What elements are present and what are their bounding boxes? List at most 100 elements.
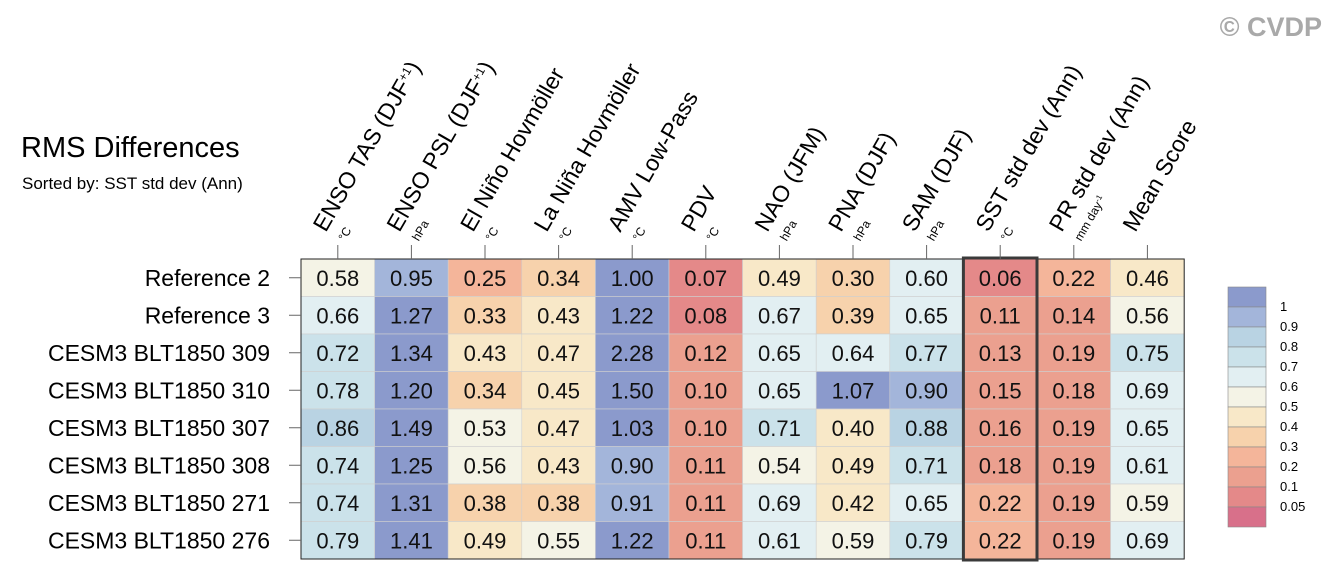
colorbar-level-label: 0.5 [1280,399,1298,414]
cell-value-label: 0.65 [1126,416,1169,441]
cell-value-label: 0.11 [685,528,726,553]
column-unit-label: hPa [851,217,874,243]
cell-value-label: 0.49 [832,453,875,478]
heatmap-cell [742,296,817,335]
cell-value-label: 0.72 [316,341,359,366]
heatmap-cell [668,521,743,560]
heatmap-cell [889,371,964,410]
heatmap-cell [521,296,596,335]
column-label: PDV [676,181,722,236]
cell-value-label: 0.18 [1052,378,1095,403]
cell-value-label: 0.95 [390,266,433,291]
cell-value-label: 1.31 [390,491,433,516]
cell-value-label: 1.41 [390,528,433,553]
cell-value-label: 0.06 [979,266,1022,291]
cell-value-label: 0.79 [905,528,948,553]
cell-value-label: 0.45 [537,378,580,403]
column-unit-label: °C [998,224,1017,243]
cell-value-label: 0.61 [758,528,801,553]
colorbar-level-label: 0.8 [1280,339,1298,354]
heatmap-cell [815,521,891,560]
heatmap-cell [374,483,449,522]
heatmap-cell [447,333,523,372]
heatmap-cell [963,483,1038,522]
cell-value-label: 0.25 [464,266,507,291]
cell-value-label: 0.90 [611,453,654,478]
cell-value-label: 0.65 [905,491,948,516]
colorbar-level-label: 1 [1280,299,1287,314]
column-label-group: Mean Score [1117,115,1202,235]
cell-value-label: 0.65 [758,378,801,403]
cell-value-label: 0.22 [979,528,1022,553]
heatmap-cell [374,296,449,335]
cell-value-label: 0.64 [832,341,875,366]
cell-value-label: 0.15 [979,378,1022,403]
column-unit-label: °C [483,224,502,243]
cell-value-label: 0.47 [537,416,580,441]
heatmap-cell [595,446,670,485]
watermark: © CVDP [1220,12,1322,42]
heatmap-cell [889,296,964,335]
cell-value-label: 0.49 [758,266,801,291]
heatmap-cell [447,408,523,447]
heatmap-cell [521,483,596,522]
cell-value-label: 0.90 [905,378,948,403]
cell-value-label: 0.34 [537,266,580,291]
heatmap-cell [668,296,743,335]
column-unit-label: °C [630,224,649,243]
heatmap-cell [521,521,596,560]
heatmap-cell [889,408,964,447]
cell-value-label: 0.19 [1052,341,1095,366]
cell-value-label: 0.34 [464,378,507,403]
column-label: NAO (JFM) [749,122,830,236]
heatmap-cell [963,333,1038,372]
cell-value-label: 0.22 [1052,266,1095,291]
heatmap-cell [300,446,375,485]
cell-value-label: 0.88 [905,416,948,441]
heatmap-cell [963,371,1038,410]
cell-value-label: 0.77 [905,341,948,366]
colorbar-swatch [1227,306,1267,328]
heatmap-cell [447,371,523,410]
cell-value-label: 0.07 [684,266,727,291]
grid-frame [300,258,1185,560]
cell-value-label: 0.86 [316,416,359,441]
heatmap-cell [668,408,743,447]
heatmap-cell [1036,446,1111,485]
heatmap-cell [1110,521,1185,560]
chart-subtitle: Sorted by: SST std dev (Ann) [22,174,243,193]
cell-value-label: 2.28 [611,341,654,366]
row-label: Reference 2 [145,265,270,291]
colorbar-level-label: 0.3 [1280,439,1298,454]
colorbar-level-label: 0.05 [1280,499,1305,514]
cell-value-label: 0.18 [979,453,1022,478]
cell-value-label: 0.59 [1126,491,1169,516]
cell-value-label: 0.71 [905,453,948,478]
cell-value-label: 0.10 [684,378,727,403]
colorbar-level-label: 0.1 [1280,479,1298,494]
heatmap-cell [742,521,817,560]
colorbar-level-label: 0.4 [1280,419,1298,434]
heatmap-cell [1036,333,1111,372]
column-unit-label: °C [703,224,722,243]
row-label: Reference 3 [145,302,270,328]
row-label: CESM3 BLT1850 307 [48,415,270,441]
cell-value-label: 0.91 [611,491,654,516]
row-label: CESM3 BLT1850 309 [48,340,270,366]
cell-value-label: 1.49 [390,416,433,441]
cell-value-label: 0.33 [464,303,507,328]
colorbar-swatch [1227,366,1267,388]
cell-value-label: 0.11 [685,491,726,516]
cell-value-label: 0.13 [979,341,1022,366]
cell-value-label: 0.43 [464,341,507,366]
cell-value-label: 1.00 [611,266,654,291]
heatmap-cell [447,446,523,485]
cell-value-label: 1.20 [390,378,433,403]
colorbar-swatch [1227,446,1267,468]
column-unit-label: hPa [924,217,947,243]
cell-value-label: 0.19 [1052,453,1095,478]
column-unit-label: hPa [409,217,432,243]
cell-value-label: 0.19 [1052,491,1095,516]
column-unit-label: °C [335,224,354,243]
